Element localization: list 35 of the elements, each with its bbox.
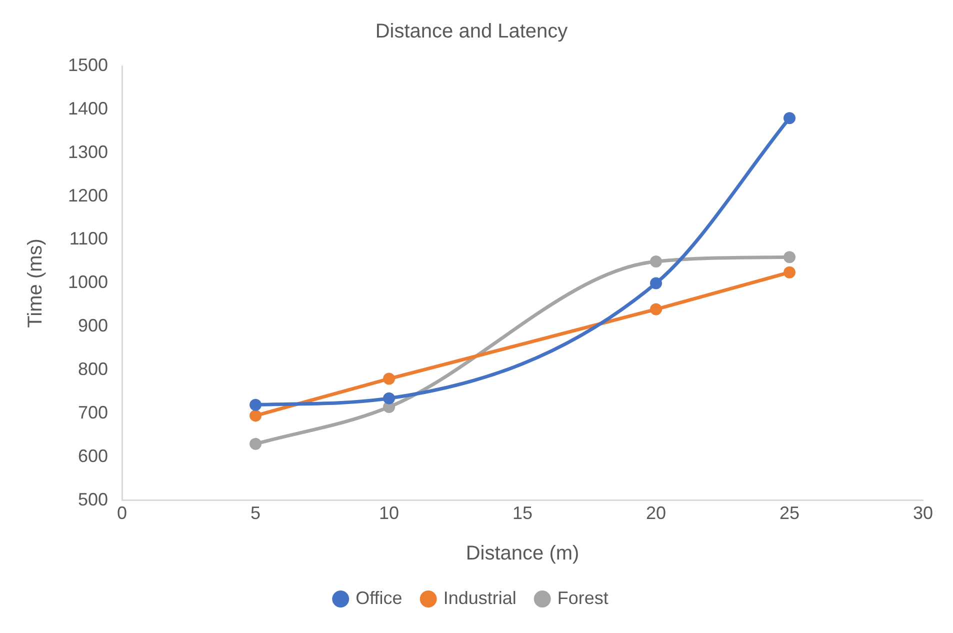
point <box>383 392 396 404</box>
x-tick-label: 30 <box>912 503 934 524</box>
y-tick-label: 1500 <box>68 54 108 75</box>
y-tick-label: 600 <box>78 446 108 466</box>
y-tick-label: 700 <box>78 402 108 422</box>
chart-title: Distance and Latency <box>375 20 568 43</box>
point <box>650 303 662 316</box>
y-tick-label: 500 <box>78 489 108 510</box>
y-tick-label: 900 <box>78 316 108 336</box>
y-tick-label: 1300 <box>68 142 108 162</box>
point <box>650 255 662 268</box>
legend-label: Office <box>356 588 402 608</box>
point <box>650 277 662 290</box>
x-tick-label: 25 <box>779 503 800 524</box>
y-tick-label: 1200 <box>68 185 108 206</box>
y-tick-label: 1400 <box>68 98 108 118</box>
legend-label: Industrial <box>443 588 516 608</box>
point <box>383 372 396 385</box>
x-tick-label: 0 <box>117 503 128 524</box>
point <box>784 266 796 278</box>
point <box>250 398 262 411</box>
x-tick-label: 20 <box>646 503 666 524</box>
point <box>250 410 262 422</box>
x-tick-label: 15 <box>512 503 533 524</box>
point <box>784 112 796 124</box>
x-tick-label: 10 <box>379 503 400 524</box>
y-tick-label: 800 <box>78 359 108 380</box>
point <box>250 438 262 450</box>
x-axis-title: Distance (m) <box>466 542 580 565</box>
y-axis-title: Time (ms) <box>24 238 47 328</box>
legend-label: Forest <box>557 588 608 608</box>
y-tick-label: 1000 <box>68 272 108 292</box>
y-tick-label: 1100 <box>69 228 108 249</box>
x-tick-label: 5 <box>250 503 261 524</box>
point <box>784 251 796 264</box>
